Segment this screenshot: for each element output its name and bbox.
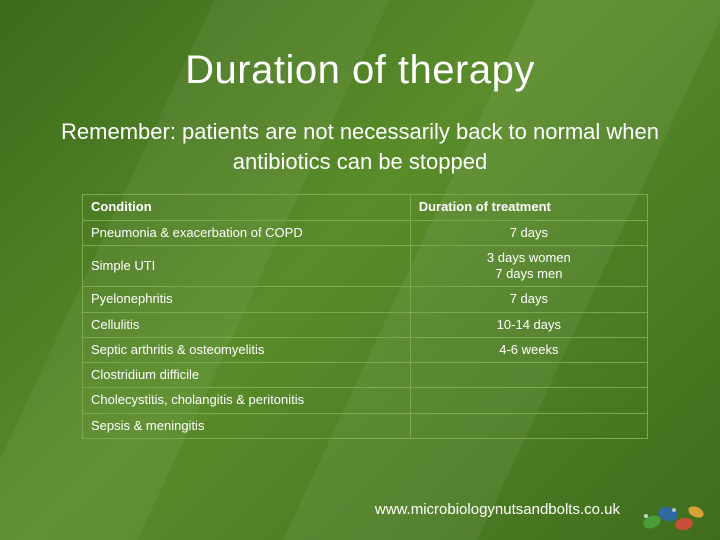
cell-duration: 7 days bbox=[410, 220, 647, 245]
slide: Duration of therapy Remember: patients a… bbox=[0, 0, 720, 540]
table-header-row: Condition Duration of treatment bbox=[83, 195, 648, 220]
slide-title: Duration of therapy bbox=[0, 0, 720, 93]
corner-flourish-icon bbox=[634, 494, 712, 534]
table-row: Clostridium difficile bbox=[83, 363, 648, 388]
slide-subtitle: Remember: patients are not necessarily b… bbox=[40, 117, 680, 176]
cell-condition: Pneumonia & exacerbation of COPD bbox=[83, 220, 411, 245]
cell-duration: 10-14 days bbox=[410, 312, 647, 337]
cell-condition: Clostridium difficile bbox=[83, 363, 411, 388]
therapy-table-wrap: Condition Duration of treatment Pneumoni… bbox=[82, 194, 648, 439]
table-row: Pyelonephritis 7 days bbox=[83, 287, 648, 312]
therapy-table: Condition Duration of treatment Pneumoni… bbox=[82, 194, 648, 439]
cell-duration bbox=[410, 413, 647, 438]
table-row: Cholecystitis, cholangitis & peritonitis bbox=[83, 388, 648, 413]
footer-url: www.microbiologynutsandbolts.co.uk bbox=[375, 501, 620, 518]
col-header-duration: Duration of treatment bbox=[410, 195, 647, 220]
table-row: Pneumonia & exacerbation of COPD 7 days bbox=[83, 220, 648, 245]
cell-condition: Cholecystitis, cholangitis & peritonitis bbox=[83, 388, 411, 413]
cell-condition: Sepsis & meningitis bbox=[83, 413, 411, 438]
cell-duration: 7 days bbox=[410, 287, 647, 312]
cell-condition: Simple UTI bbox=[83, 245, 411, 287]
cell-duration bbox=[410, 363, 647, 388]
table-row: Simple UTI 3 days women7 days men bbox=[83, 245, 648, 287]
cell-duration: 3 days women7 days men bbox=[410, 245, 647, 287]
table-body: Pneumonia & exacerbation of COPD 7 days … bbox=[83, 220, 648, 438]
cell-duration: 4-6 weeks bbox=[410, 337, 647, 362]
cell-condition: Cellulitis bbox=[83, 312, 411, 337]
table-row: Cellulitis 10-14 days bbox=[83, 312, 648, 337]
cell-condition: Pyelonephritis bbox=[83, 287, 411, 312]
col-header-condition: Condition bbox=[83, 195, 411, 220]
table-row: Sepsis & meningitis bbox=[83, 413, 648, 438]
cell-condition: Septic arthritis & osteomyelitis bbox=[83, 337, 411, 362]
table-row: Septic arthritis & osteomyelitis 4-6 wee… bbox=[83, 337, 648, 362]
cell-duration bbox=[410, 388, 647, 413]
